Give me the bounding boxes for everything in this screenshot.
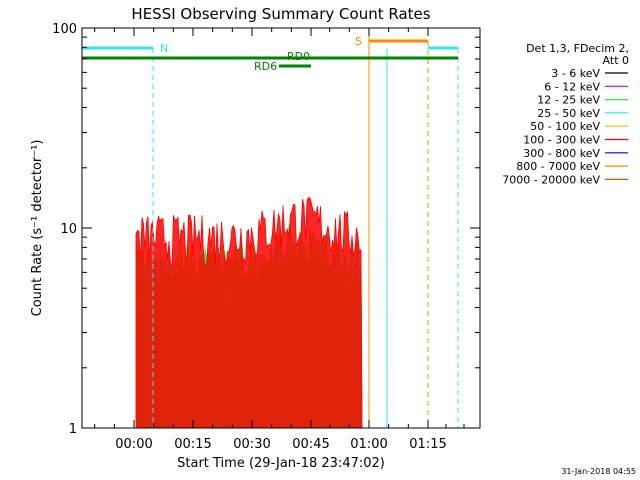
legend-entry-label: 50 - 100 keV xyxy=(530,120,600,133)
legend-entry-label: 12 - 25 keV xyxy=(537,94,600,107)
rd6-label: RD6 xyxy=(254,60,277,73)
legend-entry-label: 300 - 800 keV xyxy=(523,147,600,160)
footer-timestamp: 31-Jan-2018 04:55 xyxy=(561,467,636,476)
legend-entry-label: 25 - 50 keV xyxy=(537,107,600,120)
series-trace xyxy=(135,197,363,429)
saa-markers: S xyxy=(355,28,429,428)
decimation-markers: RD0 RD6 xyxy=(82,50,458,73)
saa-label: S xyxy=(355,35,362,48)
legend-header-line-1: Det 1,3, FDecim 2, xyxy=(526,42,629,55)
data-layer xyxy=(135,197,363,429)
rd0-label: RD0 xyxy=(287,50,310,63)
x-axis-label: Start Time (29-Jan-18 23:47:02) xyxy=(177,456,385,471)
x-tick-label: 00:45 xyxy=(292,437,329,452)
legend-header-line-2: Att 0 xyxy=(603,54,629,67)
y-tick-label: 10 xyxy=(60,222,77,237)
legend-entry-label: 100 - 300 keV xyxy=(523,134,600,147)
night-label: N xyxy=(160,42,168,55)
legend-entry-label: 3 - 6 keV xyxy=(551,67,600,80)
x-axis-ticks: 00:00 00:15 00:30 00:45 01:00 01:15 xyxy=(94,28,465,452)
legend-entry-label: 7000 - 20000 keV xyxy=(502,173,600,186)
legend-entry-label: 800 - 7000 keV xyxy=(516,160,600,173)
y-tick-label: 1 xyxy=(69,422,77,437)
chart-title: HESSI Observing Summary Count Rates xyxy=(131,5,430,23)
x-tick-label: 00:30 xyxy=(233,437,270,452)
legend-entry-label: 6 - 12 keV xyxy=(544,80,600,93)
x-tick-label: 00:15 xyxy=(174,437,211,452)
x-tick-label: 01:00 xyxy=(350,437,387,452)
y-axis-ticks: 1 10 100 xyxy=(52,22,480,437)
x-tick-label: 00:00 xyxy=(115,437,152,452)
y-tick-label: 100 xyxy=(52,22,77,37)
x-tick-label: 01:15 xyxy=(409,437,446,452)
y-axis-label: Count Rate (s⁻¹ detector⁻¹) xyxy=(30,140,45,317)
